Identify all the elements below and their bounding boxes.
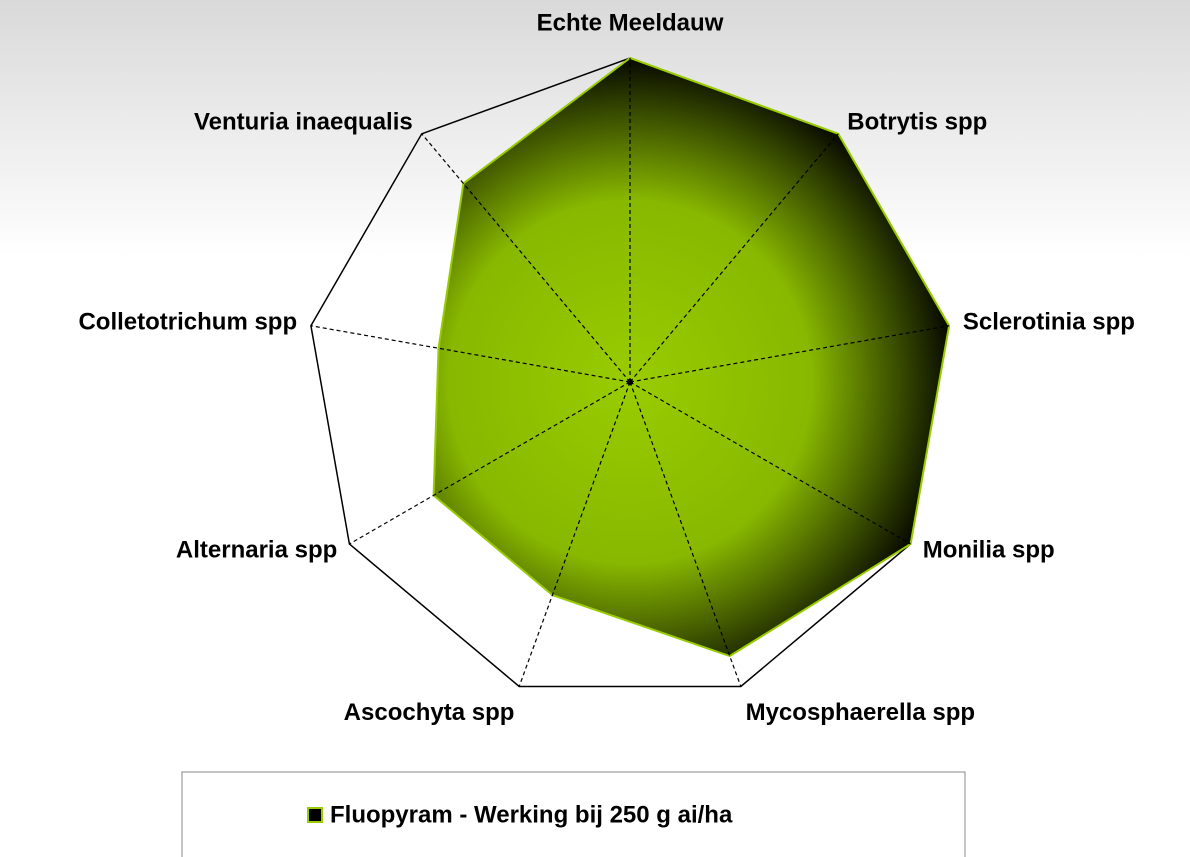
spoke: [310, 325, 631, 383]
axis-label: Venturia inaequalis: [194, 108, 413, 135]
axis-label: Colletotrichum spp: [78, 309, 297, 336]
axis-label: Botrytis spp: [847, 108, 987, 135]
spoke: [629, 325, 950, 383]
axis-label: Alternaria spp: [176, 536, 337, 563]
spoke: [518, 381, 631, 687]
legend-swatch: [307, 807, 323, 823]
axis-label: Echte Meeldauw: [537, 9, 724, 36]
spoke: [629, 381, 911, 545]
axis-label: Ascochyta spp: [344, 699, 515, 726]
axis-label: Monilia spp: [923, 536, 1055, 563]
spoke: [421, 133, 631, 383]
axis-label: Mycosphaerella spp: [746, 699, 975, 726]
center: [627, 379, 633, 385]
axis-label: Sclerotinia spp: [963, 309, 1135, 336]
spoke: [349, 381, 631, 545]
spoke: [629, 381, 742, 687]
spoke: [629, 133, 839, 383]
legend-label: Fluopyram - Werking bij 250 g ai/ha: [330, 801, 733, 828]
radar-area: [432, 56, 951, 658]
